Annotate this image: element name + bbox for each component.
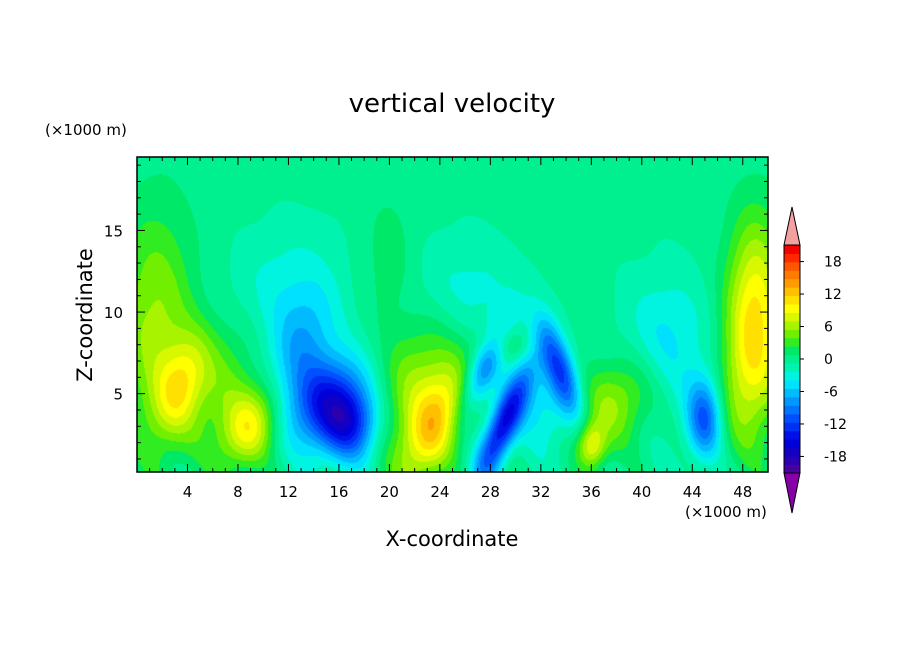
colorbar-segment [784,439,800,449]
x-axis-unit-label: (×1000 m) [685,503,767,521]
colorbar-segment [784,321,800,330]
colorbar-segment [784,464,800,474]
colorbar-segment [784,329,800,339]
colorbar-segment [784,337,800,347]
colorbar-tick-label: -12 [824,417,847,433]
colorbar-segment [784,245,800,254]
colorbar-segment [784,261,800,271]
colorbar-tick-label: 0 [824,352,833,368]
colorbar-segment [784,397,800,406]
colorbar-tick-label: -6 [824,384,838,400]
chart-title: vertical velocity [349,89,556,119]
colorbar: 18 12 6 0 -6 -12 -18 [783,206,847,514]
colorbar-tick-label: 6 [824,320,833,336]
contour-field [137,157,768,472]
y-tick-label: 10 [104,304,123,322]
colorbar-segment [784,456,800,465]
colorbar-tick-label: 12 [824,287,842,303]
y-axis-label: Z-coordinate [73,248,97,382]
y-tick-label: 15 [104,222,123,240]
colorbar-segment [784,278,800,288]
x-tick-label: 44 [683,483,702,501]
x-tick-label: 32 [531,483,550,501]
colorbar-segment [784,295,800,305]
colorbar-segment [784,287,800,297]
colorbar-segment [784,430,800,440]
colorbar-segment [784,422,800,432]
x-tick-label: 16 [329,483,348,501]
x-tick-label: 20 [380,483,399,501]
x-tick-label: 12 [279,483,298,501]
colorbar-segment [784,405,800,415]
x-tick-label: 28 [481,483,500,501]
y-axis-unit-label: (×1000 m) [45,121,127,139]
y-axis-ticks: 5 10 15 [104,164,768,460]
colorbar-segment [784,270,800,280]
x-tick-label: 4 [183,483,193,501]
colorbar-segment [784,304,800,313]
colorbar-segment [784,447,800,457]
x-tick-label: 8 [233,483,243,501]
x-tick-label: 24 [430,483,449,501]
colorbar-over-triangle [783,206,801,246]
x-axis-label: X-coordinate [386,527,519,551]
plot-area [136,156,769,473]
colorbar-segment [784,354,800,364]
colorbar-segment [784,363,800,373]
colorbar-tick-label: -18 [824,449,847,465]
x-tick-label: 36 [582,483,601,501]
colorbar-segment [784,346,800,356]
colorbar-segment [784,413,800,423]
x-tick-label: 48 [733,483,752,501]
colorbar-segment [784,371,800,381]
colorbar-tick-label: 18 [824,255,842,271]
colorbar-segment [784,253,800,263]
x-axis-ticks: 4 8 12 16 20 24 28 32 36 40 44 48 [149,157,756,501]
y-tick-label: 5 [113,386,123,404]
colorbar-segment [784,388,800,398]
colorbar-segment [784,380,800,389]
colorbar-under-triangle [783,472,801,514]
colorbar-segment [784,312,800,322]
x-tick-label: 40 [632,483,651,501]
